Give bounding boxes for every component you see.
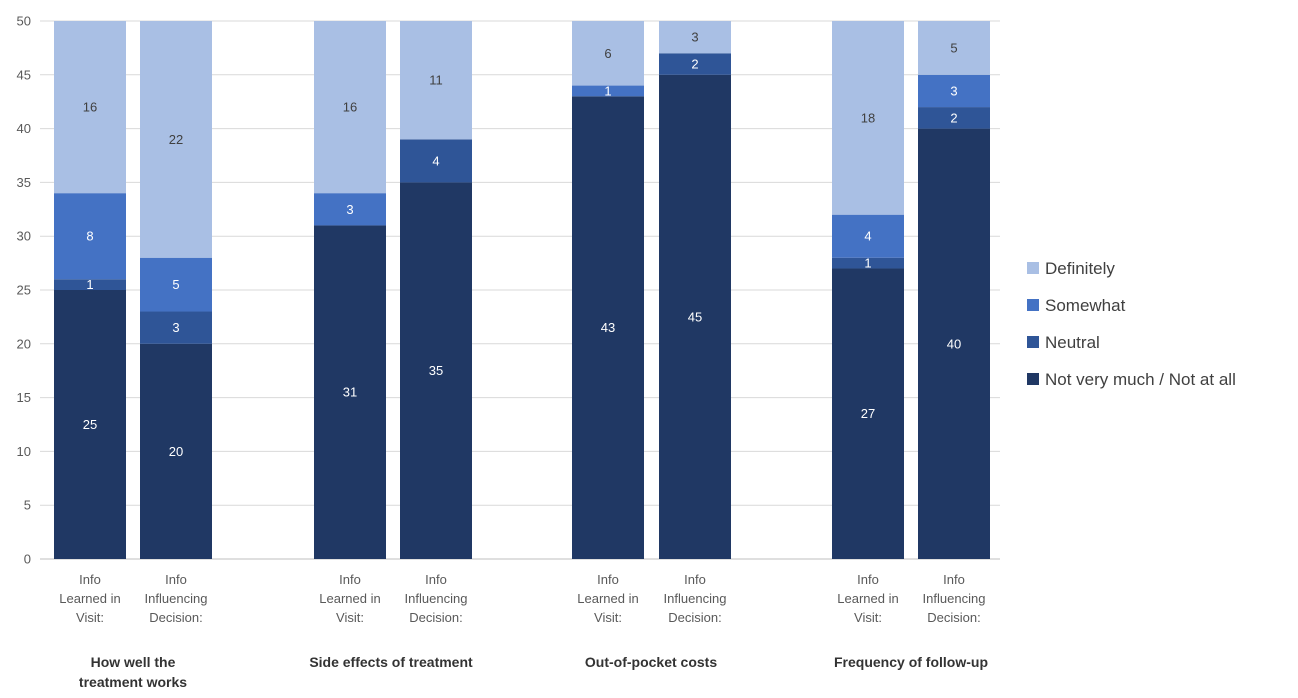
bar-segment: [918, 107, 990, 129]
bar-segment: [918, 21, 990, 75]
bar-segment: [314, 225, 386, 559]
bar-segment: [140, 343, 212, 559]
data-label: 40: [947, 336, 961, 351]
legend-label: Somewhat: [1045, 296, 1126, 315]
y-tick-label: 25: [17, 283, 31, 298]
bar-segment: [659, 53, 731, 75]
bar-segment: [832, 214, 904, 258]
bar-segment: [400, 139, 472, 183]
bar-segment: [832, 257, 904, 269]
data-label: 3: [691, 30, 698, 45]
bar-segment: [54, 290, 126, 559]
legend-label: Definitely: [1045, 259, 1115, 278]
data-label: 25: [83, 417, 97, 432]
y-tick-label: 10: [17, 444, 31, 459]
data-label: 16: [343, 100, 357, 115]
bar-segment: [832, 268, 904, 559]
data-label: 20: [169, 444, 183, 459]
legend-swatch: [1027, 262, 1039, 274]
group-label: Out-of-pocket costs: [585, 654, 717, 670]
bar-segment: [140, 311, 212, 344]
category-label: Info Learned in Visit:: [837, 572, 898, 625]
bar-segment: [54, 21, 126, 194]
data-label: 1: [86, 277, 93, 292]
legend-item: Definitely: [1027, 259, 1115, 278]
data-label: 35: [429, 363, 443, 378]
y-tick-label: 30: [17, 229, 31, 244]
data-label: 4: [864, 229, 871, 244]
data-label: 1: [604, 83, 611, 98]
bar-segment: [572, 21, 644, 86]
group-label: How well the treatment works: [79, 654, 187, 690]
y-axis-ticks: 0 5 10 15 20 25 30 35 40 45 50: [17, 14, 31, 567]
y-tick-label: 45: [17, 67, 31, 82]
bar-segment: [314, 21, 386, 194]
bar-segment: [918, 74, 990, 108]
bar-segment: [572, 85, 644, 97]
data-label: 1: [864, 256, 871, 271]
bar-segment: [140, 21, 212, 258]
bars: [54, 21, 990, 560]
bar-segment: [140, 257, 212, 312]
bar-segment: [659, 21, 731, 54]
legend-item: Neutral: [1027, 333, 1100, 352]
legend-item: Not very much / Not at all: [1027, 370, 1236, 389]
category-label: Info Influencing Decision:: [664, 572, 727, 625]
legend-swatch: [1027, 336, 1039, 348]
data-label: 43: [601, 320, 615, 335]
data-label: 27: [861, 406, 875, 421]
bar-segment: [400, 21, 472, 140]
data-label: 5: [950, 40, 957, 55]
category-label: Info Learned in Visit:: [59, 572, 120, 625]
data-label: 31: [343, 385, 357, 400]
category-label: Info Learned in Visit:: [577, 572, 638, 625]
data-label: 22: [169, 132, 183, 147]
category-labels: Info Learned in Visit: Info Influencing Decis…: [59, 572, 985, 625]
data-label: 2: [950, 110, 957, 125]
group-labels: How well the treatment works Side effects …: [79, 654, 988, 690]
data-label: 5: [172, 277, 179, 292]
bar-segment: [832, 21, 904, 215]
data-label: 16: [83, 100, 97, 115]
bar-segment: [314, 193, 386, 226]
bar-segment: [572, 96, 644, 559]
y-tick-label: 5: [24, 498, 31, 513]
legend-item: Somewhat: [1027, 296, 1126, 315]
data-label: 4: [432, 153, 439, 168]
data-label: 11: [429, 73, 443, 88]
y-tick-label: 50: [17, 14, 31, 29]
legend-swatch: [1027, 373, 1039, 385]
group-label: Side effects of treatment: [309, 654, 473, 670]
legend-label: Neutral: [1045, 333, 1100, 352]
bar-segment: [918, 128, 990, 559]
data-label: 3: [346, 202, 353, 217]
legend: Definitely Somewhat Neutral Not very much /…: [1027, 259, 1236, 389]
category-label: Info Learned in Visit:: [319, 572, 380, 625]
group-label: Frequency of follow-up: [834, 654, 988, 670]
category-label: Info Influencing Decision:: [923, 572, 986, 625]
data-label: 6: [604, 46, 611, 61]
data-label: 18: [861, 110, 875, 125]
y-tick-label: 0: [24, 552, 31, 567]
y-tick-label: 35: [17, 175, 31, 190]
data-label: 3: [172, 320, 179, 335]
data-label: 8: [86, 229, 93, 244]
legend-swatch: [1027, 299, 1039, 311]
data-label: 45: [688, 309, 702, 324]
category-label: Info Influencing Decision:: [405, 572, 468, 625]
legend-label: Not very much / Not at all: [1045, 370, 1236, 389]
bar-segment: [54, 193, 126, 280]
y-tick-label: 40: [17, 121, 31, 136]
bar-segment: [659, 74, 731, 560]
data-label: 3: [950, 83, 957, 98]
bar-segment: [400, 182, 472, 559]
segment-labels: 2518162035223131635411431645232714184023…: [83, 30, 961, 459]
y-tick-label: 20: [17, 336, 31, 351]
y-tick-label: 15: [17, 390, 31, 405]
bar-segment: [54, 279, 126, 290]
data-label: 2: [691, 57, 698, 72]
category-label: Info Influencing Decision:: [145, 572, 208, 625]
